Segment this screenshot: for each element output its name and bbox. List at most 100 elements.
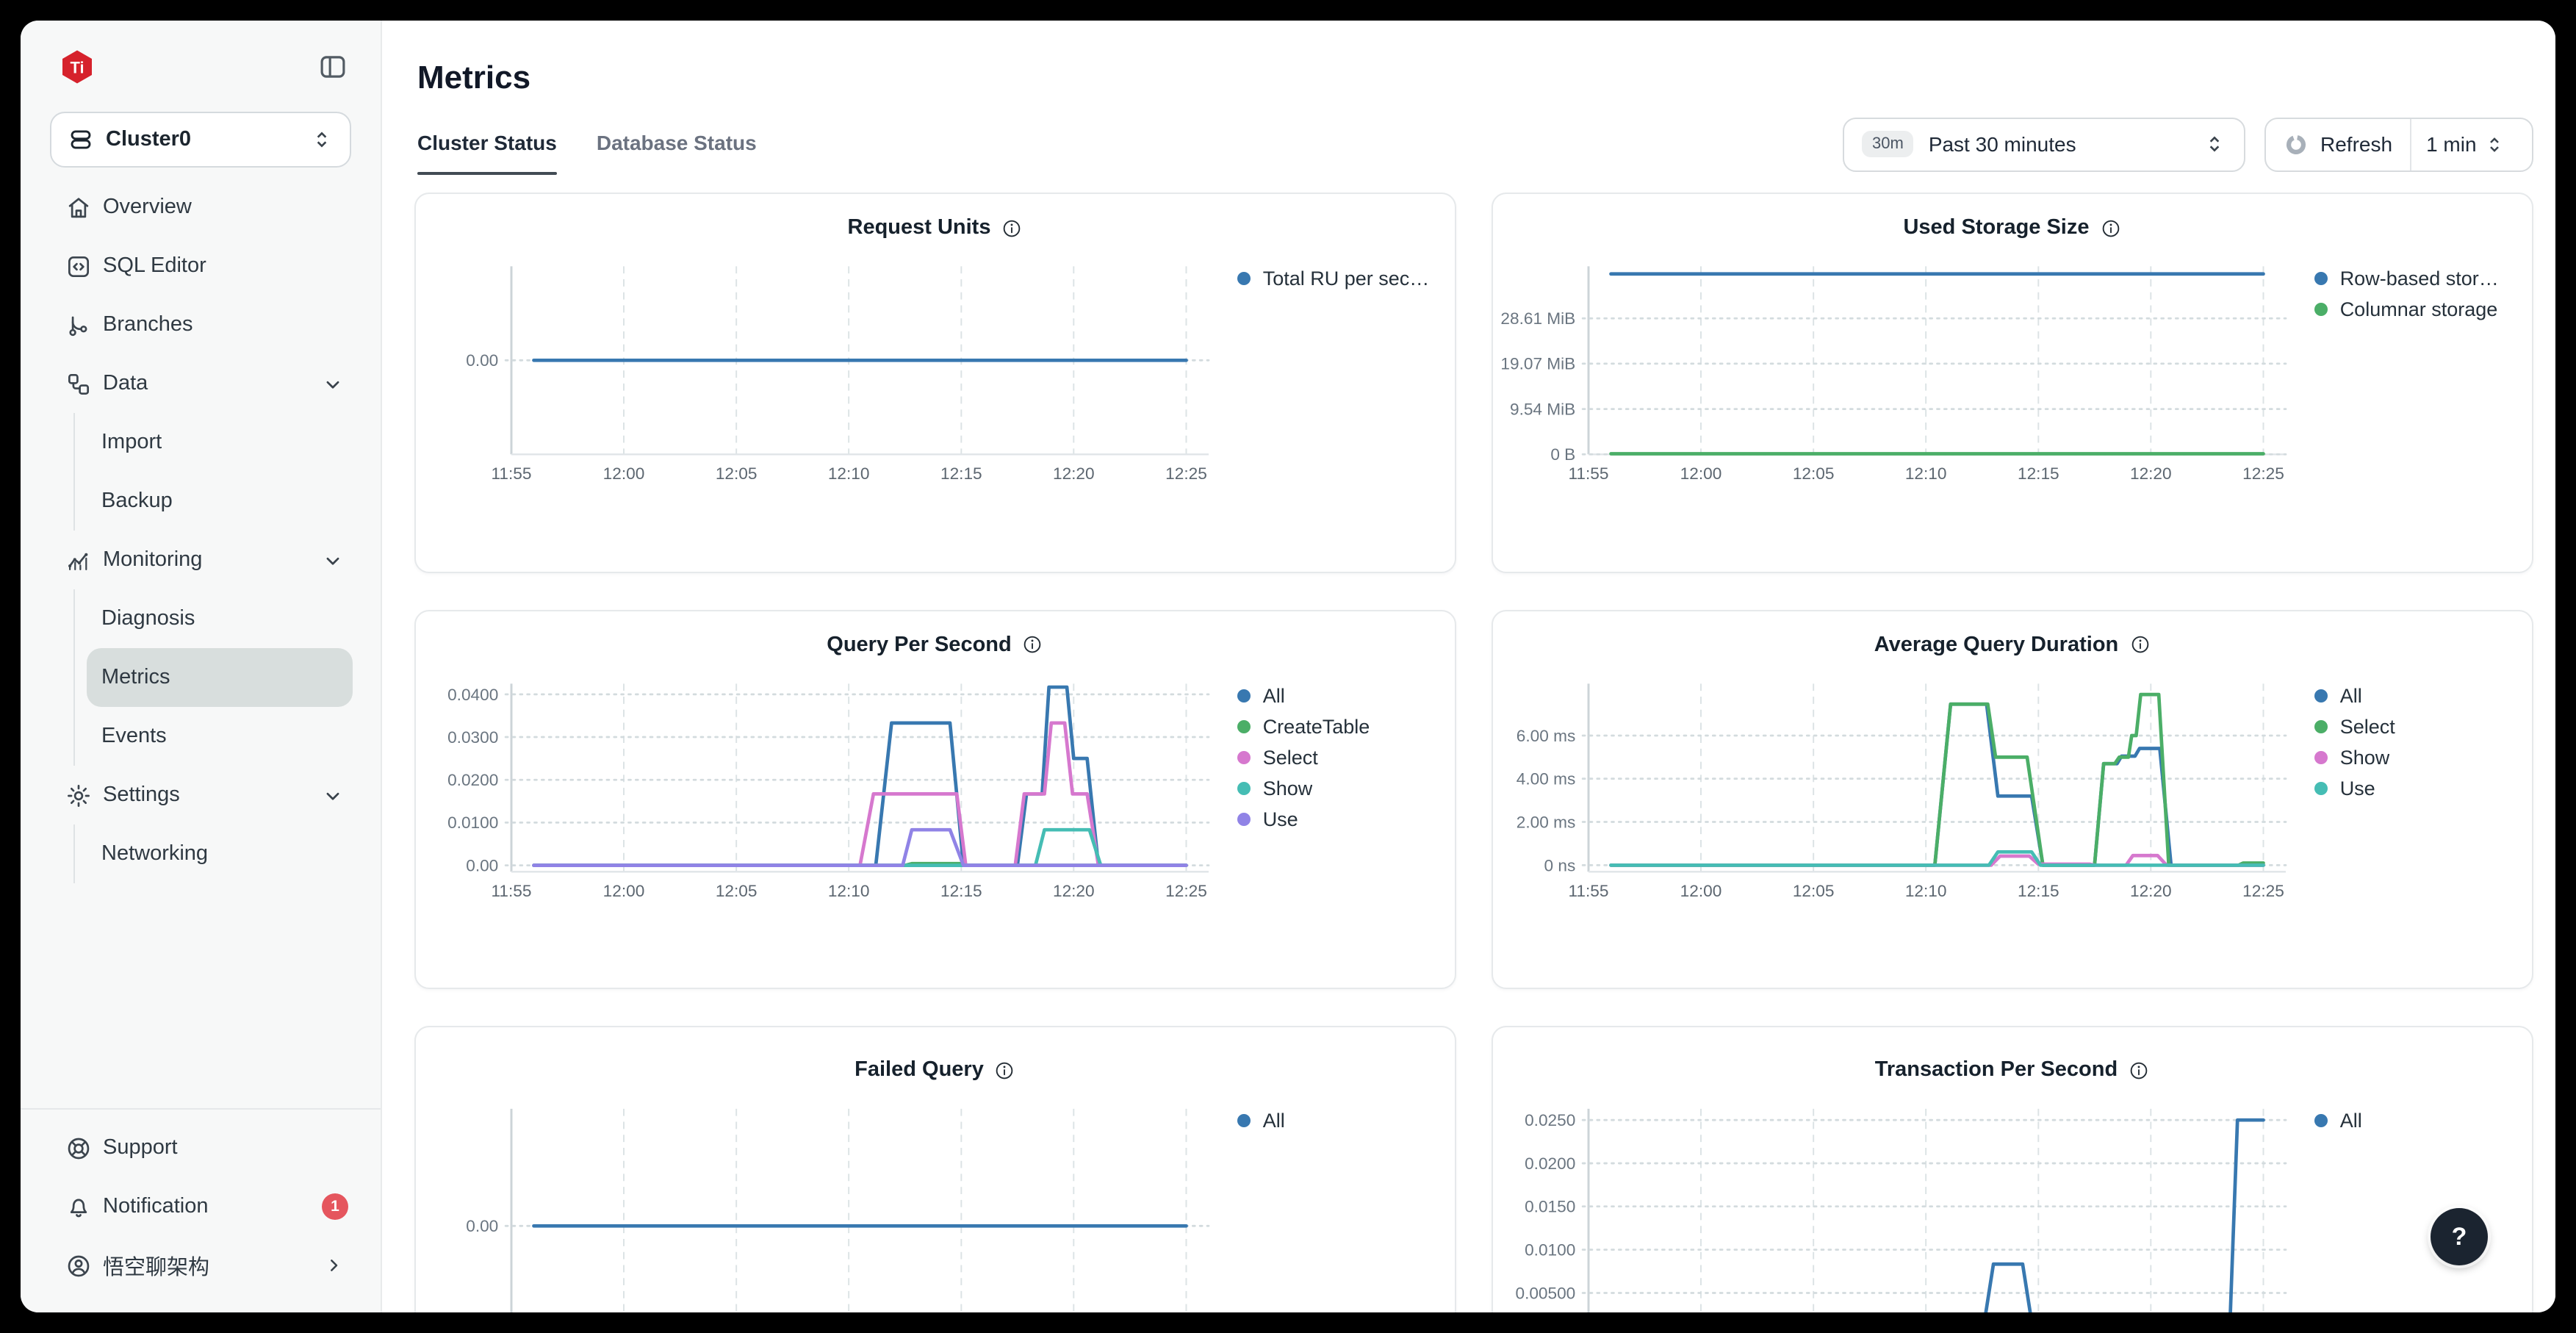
sidebar-item-data[interactable]: Data xyxy=(21,354,381,413)
svg-text:12:10: 12:10 xyxy=(1905,464,1947,483)
chart-title-row: Average Query Duration xyxy=(1493,631,2532,658)
cluster-selector[interactable]: Cluster0 xyxy=(50,112,351,168)
legend-item-query-per-second-1[interactable]: CreateTable xyxy=(1237,715,1455,737)
sidebar-item-backup[interactable]: Backup xyxy=(101,489,173,513)
sidebar-item-branches[interactable]: Branches xyxy=(21,295,381,354)
sidebar-footer: Support Notification 1 悟空聊架构 xyxy=(21,1110,381,1312)
refresh-button[interactable]: Refresh xyxy=(2266,118,2410,170)
sidebar-item-account[interactable]: 悟空聊架构 xyxy=(21,1236,381,1295)
chart-legend: Row-based stor… Columnar storage xyxy=(2314,259,2532,491)
time-range-select[interactable]: 30m Past 30 minutes xyxy=(1843,117,2245,171)
svg-text:12:25: 12:25 xyxy=(1165,881,1207,899)
sidebar-item-settings[interactable]: Settings xyxy=(21,766,381,824)
database-icon xyxy=(68,126,94,153)
sidebar-item-label: Monitoring xyxy=(103,548,203,572)
svg-text:12:00: 12:00 xyxy=(603,464,645,483)
legend-item-request-units-0[interactable]: Total RU per sec… xyxy=(1237,267,1455,290)
legend-item-average-query-duration-2[interactable]: Show xyxy=(2314,746,2532,768)
legend-dot xyxy=(1237,812,1251,825)
chart-plot[interactable]: 0 ns 2.00 ms 4.00 ms 6.00 ms 11:55 12:00 12:05… xyxy=(1496,675,2300,908)
svg-text:12:00: 12:00 xyxy=(1680,881,1722,899)
chart-card-used-storage-size: Used Storage Size 0 B 9.54 MiB 19.07 MiB 28… xyxy=(1492,193,2533,572)
chart-title: Used Storage Size xyxy=(1903,216,2090,240)
chart-card-average-query-duration: Average Query Duration 0 ns 2.00 ms 4.00 m… xyxy=(1492,609,2533,989)
sidebar-item-sql-editor[interactable]: SQL Editor xyxy=(21,237,381,295)
legend-item-query-per-second-2[interactable]: Select xyxy=(1237,746,1455,768)
legend-item-average-query-duration-1[interactable]: Select xyxy=(2314,715,2532,737)
svg-text:12:20: 12:20 xyxy=(2130,881,2172,899)
legend-dot xyxy=(1237,781,1251,794)
sidebar-divider xyxy=(21,1108,381,1110)
tab-cluster-status[interactable]: Cluster Status xyxy=(417,131,557,175)
svg-text:11:55: 11:55 xyxy=(492,881,532,899)
legend-item-used-storage-size-1[interactable]: Columnar storage xyxy=(2314,298,2532,320)
chevron-down-icon xyxy=(320,783,345,808)
chart-title-row: Transaction Per Second xyxy=(1493,1057,2532,1083)
legend-item-query-per-second-4[interactable]: Use xyxy=(1237,808,1455,830)
svg-text:12:05: 12:05 xyxy=(716,464,758,483)
sidebar-item-metrics[interactable]: Metrics xyxy=(87,648,353,707)
chart-plot[interactable]: 0.00 0.0100 0.0200 0.0300 0.0400 11:55 12:00 12… xyxy=(419,675,1223,908)
legend-item-average-query-duration-0[interactable]: All xyxy=(2314,684,2532,706)
info-icon[interactable] xyxy=(1022,633,1044,655)
svg-text:6.00 ms: 6.00 ms xyxy=(1517,726,1575,744)
legend-item-query-per-second-0[interactable]: All xyxy=(1237,684,1455,706)
sidebar-item-overview[interactable]: Overview xyxy=(21,178,381,237)
chart-title: Transaction Per Second xyxy=(1874,1058,2118,1082)
svg-text:4.00 ms: 4.00 ms xyxy=(1517,769,1575,788)
refresh-group: Refresh 1 min xyxy=(2264,117,2533,171)
sidebar-item-diagnosis[interactable]: Diagnosis xyxy=(101,607,195,630)
info-icon[interactable] xyxy=(2128,1059,2150,1081)
sidebar-item-networking[interactable]: Networking xyxy=(101,842,209,866)
refresh-label: Refresh xyxy=(2320,132,2393,156)
sidebar-item-support[interactable]: Support xyxy=(21,1118,381,1177)
main-content: Metrics Cluster Status Database Status 30… xyxy=(382,21,2555,1312)
svg-text:12:10: 12:10 xyxy=(828,881,870,899)
svg-text:0.0300: 0.0300 xyxy=(447,727,498,746)
info-icon[interactable] xyxy=(2100,217,2122,239)
legend-label: All xyxy=(2339,684,2362,706)
svg-text:12:05: 12:05 xyxy=(716,881,758,899)
svg-text:0.00: 0.00 xyxy=(466,1217,498,1235)
code-icon xyxy=(65,252,93,280)
legend-item-query-per-second-3[interactable]: Show xyxy=(1237,777,1455,799)
sidebar-item-label: Notification xyxy=(103,1195,209,1218)
info-icon[interactable] xyxy=(994,1059,1016,1081)
legend-item-failed-query-0[interactable]: All xyxy=(1237,1110,1455,1132)
chart-plot[interactable]: 0 B 9.54 MiB 19.07 MiB 28.61 MiB 11:55 12:00 1… xyxy=(1496,259,2300,491)
chart-card-transaction-per-second: Transaction Per Second 0.000.005000.0100… xyxy=(1492,1026,2533,1312)
svg-text:0.0400: 0.0400 xyxy=(447,685,498,703)
svg-text:0.0200: 0.0200 xyxy=(1525,1154,1575,1173)
legend-item-average-query-duration-3[interactable]: Use xyxy=(2314,777,2532,799)
legend-label: Row-based stor… xyxy=(2339,267,2499,290)
svg-text:0.00: 0.00 xyxy=(466,351,498,370)
help-button[interactable]: ? xyxy=(2431,1208,2488,1265)
chart-plot[interactable]: 0.000.005000.01000.01500.02000.025011:55… xyxy=(1496,1101,2300,1312)
sidebar-item-notification[interactable]: Notification 1 xyxy=(21,1177,381,1236)
refresh-interval-select[interactable]: 1 min xyxy=(2411,118,2520,170)
sidebar-item-events[interactable]: Events xyxy=(101,725,167,748)
svg-text:0.0100: 0.0100 xyxy=(447,813,498,831)
monitoring-icon xyxy=(65,546,93,574)
legend-dot xyxy=(1237,1114,1251,1127)
time-range-badge: 30m xyxy=(1862,131,1914,157)
legend-item-transaction-per-second-0[interactable]: All xyxy=(2314,1110,2532,1132)
chevrons-up-down-icon xyxy=(2203,132,2226,156)
chevron-down-icon xyxy=(320,547,345,572)
refresh-spinner-icon xyxy=(2284,132,2309,157)
legend-label: Total RU per sec… xyxy=(1262,267,1430,290)
info-icon[interactable] xyxy=(1001,217,1023,239)
sidebar-item-monitoring[interactable]: Monitoring xyxy=(21,531,381,589)
tab-database-status[interactable]: Database Status xyxy=(596,131,757,154)
sidebar-item-import[interactable]: Import xyxy=(101,431,162,454)
legend-item-used-storage-size-0[interactable]: Row-based stor… xyxy=(2314,267,2532,290)
svg-text:12:25: 12:25 xyxy=(1165,464,1207,483)
legend-label: Use xyxy=(1262,808,1298,830)
svg-text:12:15: 12:15 xyxy=(940,464,982,483)
chart-row: 0 ns 2.00 ms 4.00 ms 6.00 ms 11:55 12:00 12:05… xyxy=(1493,675,2532,908)
svg-text:0.0250: 0.0250 xyxy=(1525,1111,1575,1129)
info-icon[interactable] xyxy=(2129,633,2151,655)
sidebar-toggle-icon[interactable] xyxy=(317,51,348,82)
